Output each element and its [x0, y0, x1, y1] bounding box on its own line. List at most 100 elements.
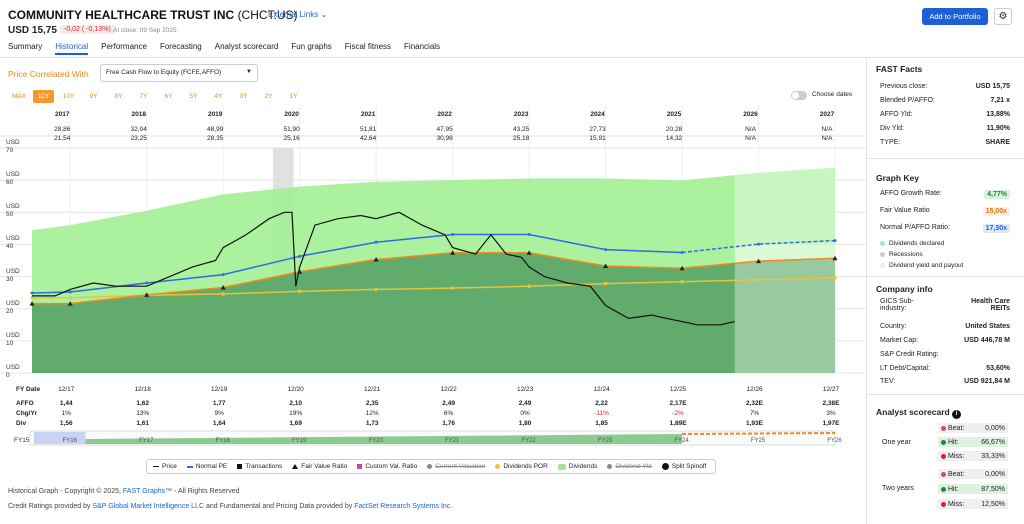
table-label: Div	[16, 420, 27, 427]
year-label: 2025	[666, 111, 682, 118]
gear-icon[interactable]: ⚙	[994, 8, 1012, 25]
fair-value-marker	[29, 301, 35, 306]
range-button-9y[interactable]: 9Y	[89, 93, 98, 100]
year-high: 48,99	[207, 126, 224, 133]
table-cell-chg: 19%	[289, 410, 303, 417]
info-sub-industry: GICS Sub-industry: Health Care REITs	[880, 298, 1010, 312]
sidebar-divider	[866, 276, 1024, 277]
choose-dates-toggle[interactable]	[791, 91, 807, 100]
table-cell-chg: -11%	[594, 410, 609, 417]
table-cell-div: 1,85	[595, 420, 608, 427]
table-cell-affo: 1,44	[59, 400, 73, 407]
year-label: 2024	[590, 111, 605, 118]
info-tev: TEV: USD 921,84 M	[880, 378, 1010, 385]
y-axis-value: 60	[6, 179, 14, 187]
legend-fair-value-ratio[interactable]: Fair Value Ratio	[292, 463, 347, 470]
tab-forecasting[interactable]: Forecasting	[159, 42, 202, 51]
tab-fun-graphs[interactable]: Fun graphs	[291, 42, 332, 51]
tab-fiscal-fitness[interactable]: Fiscal fitness	[344, 42, 392, 51]
range-button-11y[interactable]: 11Y	[33, 90, 54, 103]
two-years-beat: Beat: 0,00%	[938, 469, 1008, 479]
normal-pe-point	[221, 273, 225, 277]
factset-link[interactable]: FactSet Research Systems Inc.	[354, 503, 453, 510]
table-cell-chg: 7%	[749, 410, 760, 417]
range-button-7y[interactable]: 7Y	[139, 93, 148, 100]
y-axis-currency: USD	[6, 267, 20, 275]
legend-split-spinoff[interactable]: Split Spinoff	[661, 463, 706, 470]
data-credits: Credit Ratings provided by S&P Global Ma…	[8, 503, 453, 510]
dividends-por-point	[833, 276, 837, 280]
navigator-label: FY22	[521, 438, 536, 444]
year-low: 23,25	[130, 135, 147, 142]
year-high: 51,90	[283, 126, 300, 133]
add-to-portfolio-button[interactable]: Add to Portfolio	[922, 8, 988, 25]
table-cell-fy-dates: 12/20	[287, 386, 304, 393]
table-cell-affo: 2,38E	[822, 400, 840, 407]
legend-price[interactable]: Price	[153, 463, 177, 470]
year-high: 47,95	[436, 126, 453, 133]
range-buttons: MAX 11Y 10Y 9Y 8Y 7Y 6Y 5Y 4Y 3Y 2Y 1Y	[8, 90, 304, 103]
normal-pe-point	[451, 232, 455, 236]
y-axis-currency: USD	[6, 364, 20, 371]
range-button-8y[interactable]: 8Y	[114, 93, 123, 100]
range-button-1y[interactable]: 1Y	[289, 93, 298, 100]
tab-analyst-scorecard[interactable]: Analyst scorecard	[214, 42, 279, 51]
info-icon[interactable]: i	[952, 410, 962, 419]
table-cell-chg: 12%	[365, 410, 379, 417]
range-button-5y[interactable]: 5Y	[189, 93, 198, 100]
range-button-6y[interactable]: 6Y	[164, 93, 173, 100]
fair-value-marker	[144, 292, 150, 297]
navigator-label: FY25	[751, 438, 766, 444]
legend-dividend-yld[interactable]: Dividend Yld	[607, 463, 652, 470]
analyst-scorecard-title: Analyst scorecard i	[876, 407, 962, 419]
table-cell-div: 1,80	[518, 420, 532, 427]
year-high: 28,86	[54, 126, 71, 133]
table-cell-div: 1,97E	[822, 420, 840, 427]
year-high: 32,04	[130, 126, 147, 133]
fact-affo-yield: AFFO Yld: 13,88%	[880, 111, 1010, 118]
fact-div-yield: Div Yld: 11,90%	[880, 125, 1010, 132]
info-credit-rating: S&P Credit Rating:	[880, 351, 939, 358]
year-low: N/A	[745, 135, 756, 142]
tab-financials[interactable]: Financials	[404, 42, 441, 51]
y-axis-value: 40	[6, 243, 14, 251]
correlation-select[interactable]: Free Cash Flow to Equity (FCFE,AFFO) ▼	[100, 64, 258, 82]
range-button-4y[interactable]: 4Y	[214, 93, 223, 100]
table-cell-affo: 2,22	[595, 400, 608, 407]
dividends-por-point	[603, 281, 608, 286]
range-button-max[interactable]: MAX	[12, 93, 27, 100]
tab-performance[interactable]: Performance	[101, 42, 147, 51]
dividends-por-point	[297, 289, 302, 294]
year-low: 30,98	[436, 135, 453, 142]
price-line	[32, 211, 735, 326]
dividends-por-point	[374, 287, 378, 292]
range-button-10y[interactable]: 10Y	[62, 93, 75, 100]
info-market-cap: Market Cap: USD 446,78 M	[880, 337, 1010, 344]
year-low: N/A	[821, 135, 833, 142]
legend-custom-val-ratio[interactable]: Custom Val. Ratio	[357, 463, 417, 470]
legend-transactions[interactable]: Transactions	[237, 463, 282, 470]
legend-dividends-por[interactable]: Dividends POR	[495, 463, 548, 470]
current-price: USD 15,75	[8, 25, 57, 36]
navigator-label: FY16	[63, 438, 78, 444]
copyright: Historical Graph - Copyright © 2025, FAS…	[8, 488, 240, 495]
legend-dividends[interactable]: Dividends	[557, 463, 597, 470]
fair-value-marker	[373, 257, 379, 262]
year-high: N/A	[745, 126, 756, 133]
range-button-3y[interactable]: 3Y	[239, 93, 248, 100]
legend-normal-pe[interactable]: Normal PE	[186, 463, 227, 470]
fact-blended-pe: Blended P/AFFO: 7,21 x	[880, 97, 1010, 104]
year-high: 43,25	[512, 126, 530, 133]
external-links-dropdown[interactable]: External Links ⌄	[268, 10, 328, 19]
tab-historical[interactable]: Historical	[55, 42, 89, 55]
navigator-label: FY26	[827, 438, 842, 444]
chevron-down-icon: ▼	[246, 69, 252, 75]
sp-global-link[interactable]: S&P Global Market Intelligence LLC	[92, 503, 204, 510]
dividends-por-point	[680, 279, 684, 284]
fast-graphs-link[interactable]: FAST Graphs™	[122, 488, 173, 495]
y-axis-value: 10	[6, 339, 14, 347]
range-button-2y[interactable]: 2Y	[264, 93, 273, 100]
tab-summary[interactable]: Summary	[8, 42, 43, 51]
legend-current-valuation[interactable]: Current Valuation	[427, 463, 485, 470]
historical-chart[interactable]: FY15 FY16 FY17 FY18 FY19 FY20 FY21 FY22 FY23 FY24…	[0, 105, 866, 460]
